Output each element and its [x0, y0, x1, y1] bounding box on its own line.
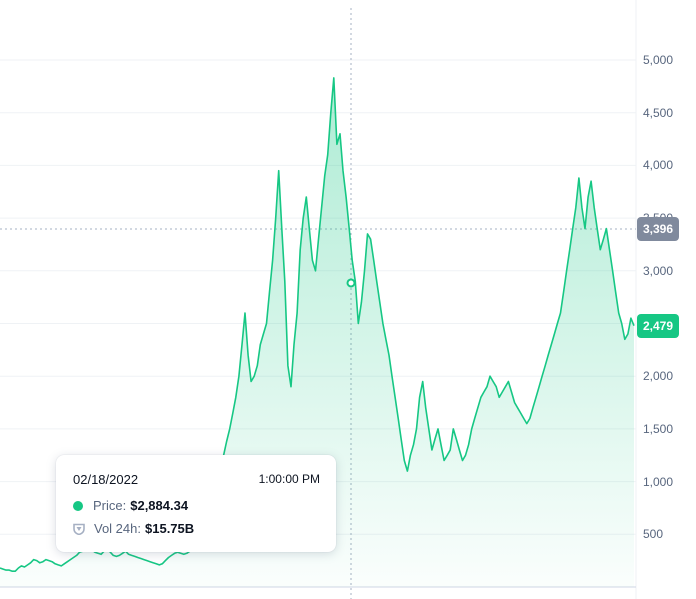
y-tick-label: 2,000 — [643, 369, 674, 384]
y-tick-label: 5,000 — [643, 53, 674, 67]
hover-price-tag: 3,396 — [637, 217, 679, 241]
tooltip-price-value: $2,884.34 — [130, 498, 189, 513]
y-tick-label: 3,000 — [643, 263, 674, 278]
hover-point-marker — [346, 278, 356, 288]
y-tick-label: 4,000 — [643, 158, 674, 173]
current-price-tag: 2,479 — [637, 314, 679, 338]
volume-shield-icon — [73, 523, 85, 535]
tooltip-price-label: Price: — [93, 498, 127, 513]
price-legend-dot-icon — [73, 500, 83, 511]
y-tick-label: 1,500 — [643, 421, 674, 436]
tooltip-date: 02/18/2022 — [73, 472, 139, 487]
y-tick-label: 500 — [643, 527, 664, 542]
y-tick-label: 1,000 — [643, 474, 674, 489]
y-tick-label: 4,500 — [643, 105, 674, 120]
tooltip-time: 1:00:00 PM — [258, 472, 320, 486]
hover-tooltip: 02/18/2022 1:00:00 PM Price: $2,884.34 V… — [56, 455, 336, 552]
tooltip-volume-row: Vol 24h: $15.75B — [73, 521, 194, 536]
tooltip-volume-label: Vol 24h: — [94, 521, 141, 536]
price-area-fill — [0, 77, 634, 588]
tooltip-price-row: Price: $2,884.34 — [73, 498, 188, 513]
tooltip-volume-value: $15.75B — [145, 521, 195, 536]
